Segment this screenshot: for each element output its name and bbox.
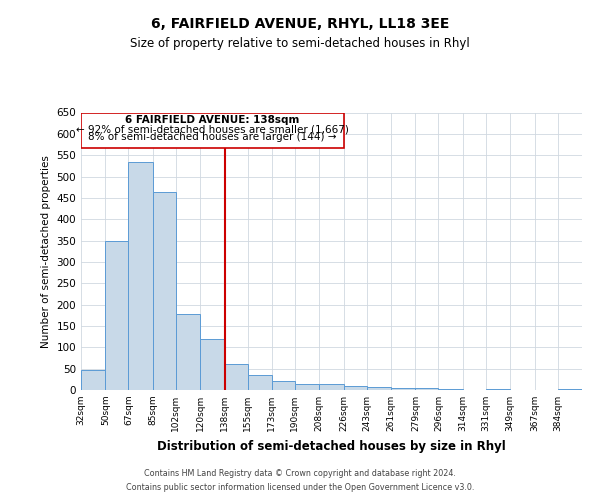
Text: ← 92% of semi-detached houses are smaller (1,667): ← 92% of semi-detached houses are smalle… — [76, 124, 349, 134]
Bar — [106, 242, 128, 390]
Bar — [415, 388, 439, 390]
Bar — [272, 380, 295, 390]
FancyBboxPatch shape — [81, 114, 344, 148]
Bar — [319, 384, 344, 390]
Text: 8% of semi-detached houses are larger (144) →: 8% of semi-detached houses are larger (1… — [88, 132, 337, 142]
Text: Size of property relative to semi-detached houses in Rhyl: Size of property relative to semi-detach… — [130, 38, 470, 51]
Bar — [439, 388, 463, 390]
Bar — [153, 192, 176, 390]
Bar — [224, 364, 248, 390]
Bar — [557, 388, 582, 390]
Text: 6, FAIRFIELD AVENUE, RHYL, LL18 3EE: 6, FAIRFIELD AVENUE, RHYL, LL18 3EE — [151, 18, 449, 32]
Bar — [344, 386, 367, 390]
Bar — [486, 388, 510, 390]
Text: Contains HM Land Registry data © Crown copyright and database right 2024.: Contains HM Land Registry data © Crown c… — [144, 468, 456, 477]
Bar — [391, 388, 415, 390]
Y-axis label: Number of semi-detached properties: Number of semi-detached properties — [41, 155, 51, 348]
Bar — [248, 375, 272, 390]
Text: 6 FAIRFIELD AVENUE: 138sqm: 6 FAIRFIELD AVENUE: 138sqm — [125, 116, 299, 126]
X-axis label: Distribution of semi-detached houses by size in Rhyl: Distribution of semi-detached houses by … — [157, 440, 506, 452]
Bar — [367, 387, 391, 390]
Bar — [128, 162, 153, 390]
Bar — [200, 339, 224, 390]
Bar — [295, 384, 319, 390]
Bar — [176, 314, 200, 390]
Text: Contains public sector information licensed under the Open Government Licence v3: Contains public sector information licen… — [126, 484, 474, 492]
Bar — [81, 370, 106, 390]
